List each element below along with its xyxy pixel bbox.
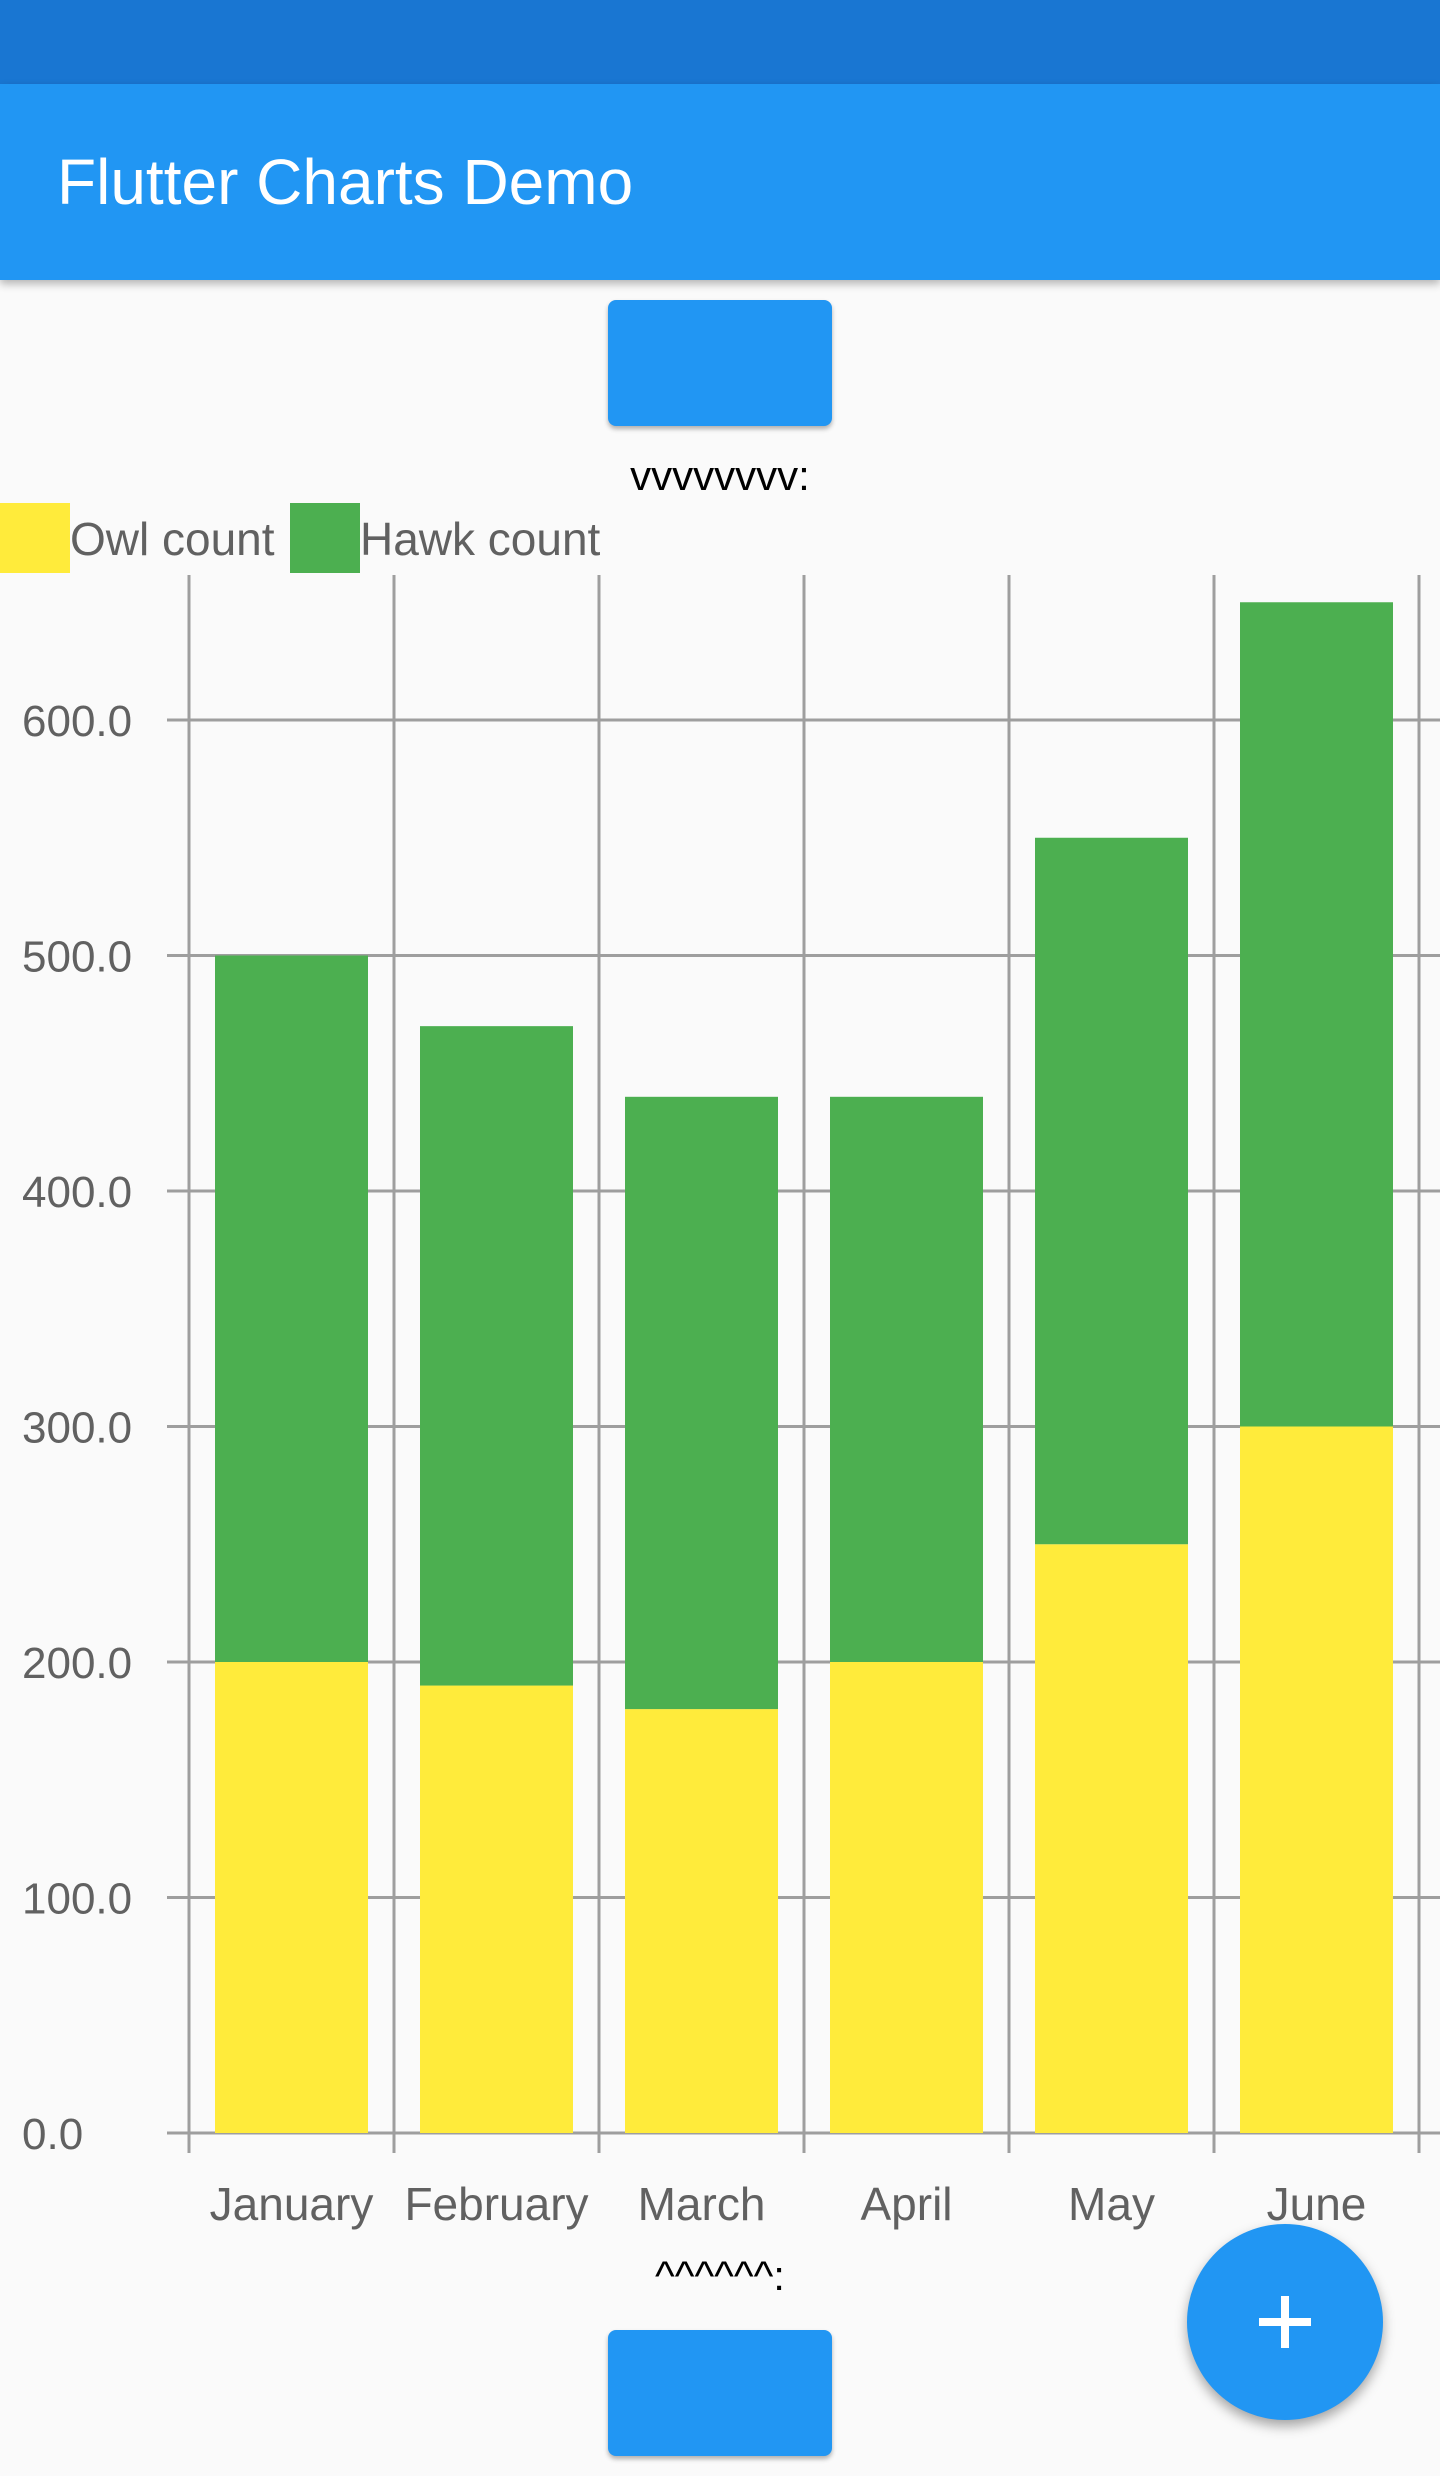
- y-tick-label: 400.0: [22, 1168, 132, 1217]
- y-axis-labels: 0.0 100.0 200.0 300.0 400.0 500.0 600.0: [22, 697, 132, 2159]
- top-caption: vvvvvvvv:: [630, 452, 810, 499]
- chart-legend: Owl count Hawk count: [0, 503, 601, 573]
- legend-label-owl: Owl count: [70, 513, 275, 565]
- bar-owl-april: [830, 1662, 983, 2133]
- bar-owl-may: [1035, 1544, 1188, 2133]
- x-tick-label: February: [404, 2178, 588, 2230]
- app-bar: Flutter Charts Demo: [0, 84, 1440, 280]
- bar-hawk-may: [1035, 837, 1188, 1545]
- x-tick-label: March: [638, 2178, 766, 2230]
- bar-owl-june: [1240, 1426, 1393, 2133]
- y-tick-label: 600.0: [22, 697, 132, 746]
- y-tick-label: 200.0: [22, 1639, 132, 1688]
- bottom-caption: ^^^^^^:: [655, 2252, 785, 2299]
- legend-swatch-owl: [0, 503, 70, 573]
- x-tick-label: January: [210, 2178, 374, 2230]
- bar-owl-february: [420, 1685, 573, 2133]
- add-fab-button[interactable]: [1187, 2224, 1383, 2420]
- bottom-button[interactable]: [608, 2330, 832, 2456]
- top-button[interactable]: [608, 300, 832, 426]
- bar-hawk-june: [1240, 602, 1393, 1427]
- bar-owl-january: [215, 1662, 368, 2133]
- y-tick-label: 100.0: [22, 1875, 132, 1924]
- status-bar: [0, 0, 1440, 84]
- chart-grid: [167, 575, 1440, 2153]
- x-axis-labels: January February March April May June: [210, 2178, 1367, 2230]
- plus-icon: [1259, 2296, 1311, 2348]
- bar-hawk-february: [420, 1026, 573, 1686]
- x-tick-label: June: [1267, 2178, 1367, 2230]
- chart-bars: [215, 602, 1393, 2133]
- bar-hawk-january: [215, 955, 368, 1662]
- x-tick-label: May: [1068, 2178, 1155, 2230]
- y-tick-label: 500.0: [22, 933, 132, 982]
- y-tick-label: 0.0: [22, 2110, 83, 2159]
- bar-owl-march: [625, 1709, 778, 2133]
- legend-label-hawk: Hawk count: [360, 513, 601, 565]
- stacked-bar-chart: Owl count Hawk count 0.0 100.0 200.0 300.0 40…: [0, 503, 1440, 2230]
- app-title: Flutter Charts Demo: [57, 146, 634, 218]
- bar-hawk-april: [830, 1096, 983, 1662]
- x-tick-label: April: [860, 2178, 952, 2230]
- y-tick-label: 300.0: [22, 1404, 132, 1453]
- bar-hawk-march: [625, 1096, 778, 1710]
- legend-swatch-hawk: [290, 503, 360, 573]
